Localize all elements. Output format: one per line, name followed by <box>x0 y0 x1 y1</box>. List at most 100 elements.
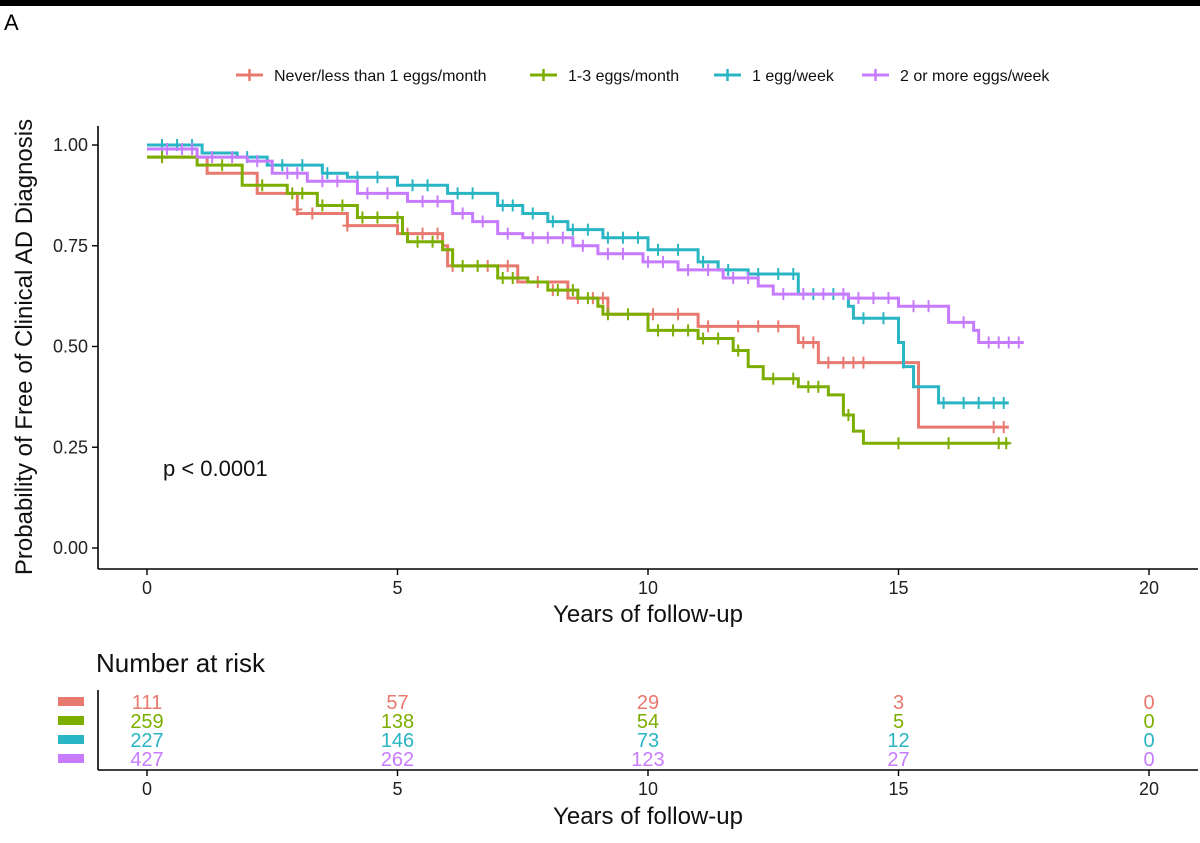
risk-row-swatch <box>58 754 84 763</box>
risk-x-tick-label: 0 <box>142 779 152 799</box>
censor-mark <box>372 211 383 224</box>
censor-mark <box>1001 437 1012 450</box>
legend-item-2-or-more-eggs-week: 2 or more eggs/week <box>862 68 1050 85</box>
x-axis-ticks: 0 5 10 15 20 <box>142 569 1159 598</box>
risk-row-2: 259 138 54 5 0 <box>58 711 1155 733</box>
censor-mark <box>1013 336 1024 349</box>
censor-mark <box>577 239 588 252</box>
censor-mark <box>217 159 228 172</box>
censor-mark <box>277 159 288 172</box>
censor-mark <box>567 223 578 236</box>
censor-mark <box>743 271 754 284</box>
y-axis-ticks: 0.00 0.25 0.50 0.75 1.00 <box>53 135 98 558</box>
censor-mark <box>547 215 558 228</box>
censor-mark <box>162 143 173 156</box>
censor-mark <box>823 356 834 369</box>
censor-mark <box>617 231 628 244</box>
censor-mark <box>848 356 859 369</box>
risk-row-1: 111 57 29 3 0 <box>58 692 1155 714</box>
censor-mark <box>893 437 904 450</box>
censor-mark <box>703 320 714 333</box>
censor-mark <box>668 324 679 337</box>
censor-mark <box>753 320 764 333</box>
censor-mark <box>602 231 613 244</box>
risk-x-tick-label: 5 <box>392 779 402 799</box>
censor-mark <box>497 271 508 284</box>
censor-mark <box>673 308 684 321</box>
survival-curves <box>147 139 1024 450</box>
risk-count: 262 <box>381 749 414 771</box>
censor-mark <box>337 199 348 212</box>
risk-count: 427 <box>130 749 163 771</box>
censor-mark <box>257 179 268 192</box>
censor-mark <box>617 247 628 260</box>
risk-count: 0 <box>1143 711 1154 733</box>
censor-mark <box>477 215 488 228</box>
risk-count: 123 <box>631 749 664 771</box>
censor-mark <box>723 263 734 276</box>
censor-mark <box>923 300 934 313</box>
y-tick-label: 0.50 <box>53 337 88 357</box>
risk-count: 5 <box>893 711 904 733</box>
censor-mark <box>597 292 608 305</box>
risk-table-title: Number at risk <box>96 648 266 678</box>
censor-mark <box>843 409 854 422</box>
censor-mark <box>602 308 613 321</box>
censor-mark <box>467 187 478 200</box>
risk-table: Number at risk 111 57 29 3 0 259 138 54 5 0 227 146… <box>58 648 1198 830</box>
x-tick-label: 0 <box>142 578 152 598</box>
censor-mark <box>227 151 238 164</box>
panel-label: A <box>4 10 19 35</box>
censor-mark <box>808 336 819 349</box>
censor-mark <box>317 175 328 188</box>
legend-label: 1-3 eggs/month <box>568 68 679 85</box>
censor-mark <box>432 195 443 208</box>
censor-mark <box>643 255 653 268</box>
censor-mark <box>412 235 423 248</box>
censor-mark <box>207 151 218 164</box>
censor-mark <box>818 288 829 301</box>
chart-legend: Never/less than 1 eggs/month 1-3 eggs/mon… <box>236 68 1050 85</box>
censor-mark <box>427 235 438 248</box>
risk-count: 0 <box>1143 749 1154 771</box>
risk-row-swatch <box>58 735 84 744</box>
series-1-3-eggs-month <box>147 151 1012 450</box>
censor-mark <box>342 219 353 232</box>
risk-count: 27 <box>887 749 909 771</box>
censor-mark <box>728 271 739 284</box>
censor-mark <box>998 421 1009 434</box>
censor-mark <box>292 167 303 180</box>
censor-mark <box>362 187 373 200</box>
censor-mark <box>282 167 293 180</box>
censor-mark <box>542 231 553 244</box>
survival-curve-1-egg-week <box>147 143 1009 405</box>
y-tick-label: 1.00 <box>53 135 88 155</box>
legend-label: Never/less than 1 eggs/month <box>274 68 487 85</box>
x-tick-label: 5 <box>392 578 402 598</box>
censor-mark <box>1003 336 1014 349</box>
censor-mark <box>357 211 368 224</box>
risk-row-3: 227 146 73 12 0 <box>58 730 1155 752</box>
risk-x-axis-ticks: 0 5 10 15 20 <box>142 770 1159 799</box>
risk-count: 259 <box>130 711 163 733</box>
x-axis-title: Years of follow-up <box>553 601 743 628</box>
censor-mark <box>983 336 994 349</box>
censor-mark <box>177 143 188 156</box>
legend-label: 2 or more eggs/week <box>900 68 1050 85</box>
risk-row-4: 427 262 123 27 0 <box>58 749 1155 771</box>
legend-item-1-egg-week: 1 egg/week <box>714 68 835 85</box>
censor-mark <box>883 292 894 305</box>
censor-mark <box>713 332 724 345</box>
y-tick-label: 0.25 <box>53 437 88 457</box>
risk-count: 0 <box>1143 692 1154 714</box>
censor-mark <box>602 247 613 260</box>
censor-mark <box>527 207 538 220</box>
censor-mark <box>853 292 864 305</box>
censor-mark <box>457 259 468 272</box>
censor-mark <box>653 324 664 337</box>
censor-mark <box>382 187 393 200</box>
censor-mark <box>422 179 433 192</box>
series-2-or-more-eggs-week <box>147 143 1024 349</box>
censor-mark <box>582 292 593 305</box>
x-tick-label: 15 <box>888 578 908 598</box>
